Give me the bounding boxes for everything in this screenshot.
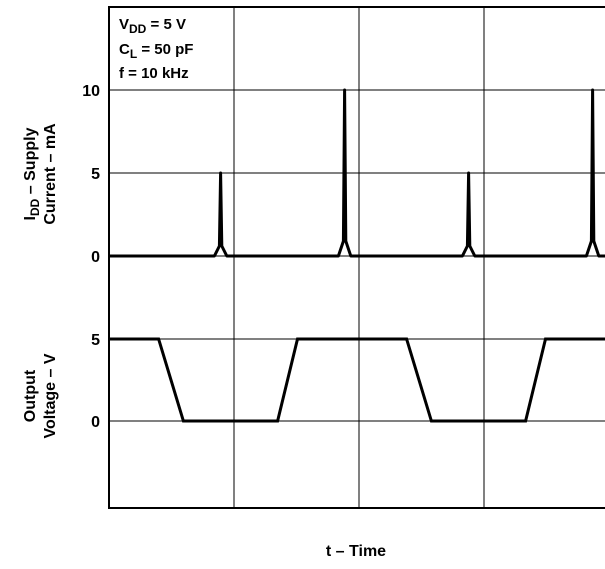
annotation-frequency: f = 10 kHz <box>119 65 189 82</box>
y-axis-label-voltage: Output Voltage – V <box>22 353 59 438</box>
y-axis-label-current-line1: IDD – Supply <box>22 127 42 220</box>
annotation-vdd: VDD = 5 V <box>119 16 186 36</box>
y-axis-label-voltage-line2: Voltage – V <box>42 353 59 438</box>
x-axis-label: t – Time <box>326 543 386 560</box>
y-axis-label-current: IDD – Supply Current – mA <box>22 123 59 225</box>
annotation-box <box>110 8 232 89</box>
y-axis-label-voltage-line1: Output <box>22 369 39 422</box>
y-tick-label-voltage-5: 5 <box>91 332 100 349</box>
annotation-cl: CL = 50 pF <box>119 41 193 61</box>
y-tick-label-current-5: 5 <box>91 166 100 183</box>
series-line-output-voltage <box>109 337 605 423</box>
annotation: VDD = 5 V CL = 50 pF f = 10 kHz <box>119 16 193 82</box>
series-line-supply-current <box>109 88 605 258</box>
y-tick-labels: 10 5 0 5 0 <box>82 83 100 431</box>
y-tick-label-current-10: 10 <box>82 83 100 100</box>
y-tick-label-voltage-0: 0 <box>91 414 100 431</box>
y-tick-label-current-0: 0 <box>91 249 100 266</box>
y-axis-label-current-line2: Current – mA <box>42 123 59 225</box>
